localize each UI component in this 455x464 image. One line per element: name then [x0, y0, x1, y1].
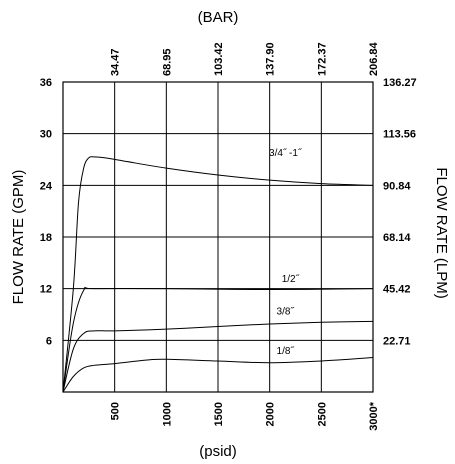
plot-frame [62, 81, 374, 393]
y-tick-label-left: 6 [46, 335, 52, 347]
y-tick-label-left: 36 [40, 77, 52, 89]
x-tick-label: 1000 [161, 402, 173, 426]
y-tick-label-right: 68.14 [383, 232, 411, 244]
y-tick-label-right: 45.42 [383, 284, 411, 296]
right-axis-title: FLOW RATE (LPM) [433, 167, 450, 298]
x-tick-label: 2000 [265, 402, 277, 426]
top-tick-label: 172.37 [316, 42, 328, 76]
series-line [62, 320, 374, 393]
series-line [62, 156, 374, 393]
series-label: 3/8˝ [277, 306, 295, 318]
y-tick-label-right: 113.56 [383, 129, 416, 141]
x-tick-label: 1500 [213, 402, 225, 426]
top-tick-label: 206.84 [368, 41, 380, 76]
y-tick-label-left: 30 [40, 129, 52, 141]
series-line [62, 286, 374, 393]
x-tick-label: 3000* [368, 401, 380, 430]
series-label: 1/8˝ [277, 345, 295, 357]
top-tick-label: 137.90 [265, 42, 277, 76]
y-tick-label-left: 18 [40, 232, 52, 244]
top-tick-label: 34.47 [110, 48, 122, 76]
series-label: 3/4˝ -1˝ [269, 147, 302, 159]
y-tick-label-left: 12 [40, 284, 52, 296]
series-labels: 3/4˝ -1˝ 1/2˝ 3/8˝ 1/8˝ [269, 147, 302, 357]
series-curves [62, 156, 374, 393]
tick-labels: 500 1000 1500 2000 2500 3000* 34.47 68.95 103.42… [40, 41, 417, 430]
left-axis-title: FLOW RATE (GPM) [10, 170, 27, 305]
series-label: 1/2˝ [282, 273, 300, 285]
grid [63, 81, 374, 392]
x-axis-title: (psid) [199, 443, 237, 460]
y-tick-label-right: 90.84 [383, 180, 411, 192]
series-line [62, 357, 374, 393]
y-tick-label-right: 22.71 [383, 335, 411, 347]
x-tick-label: 500 [110, 402, 122, 420]
y-tick-label-left: 24 [40, 180, 53, 192]
top-axis-title: (BAR) [198, 9, 239, 26]
top-tick-label: 103.42 [213, 42, 225, 76]
y-tick-label-right: 136.27 [383, 77, 417, 89]
top-tick-label: 68.95 [161, 48, 173, 76]
x-tick-label: 2500 [316, 402, 328, 426]
